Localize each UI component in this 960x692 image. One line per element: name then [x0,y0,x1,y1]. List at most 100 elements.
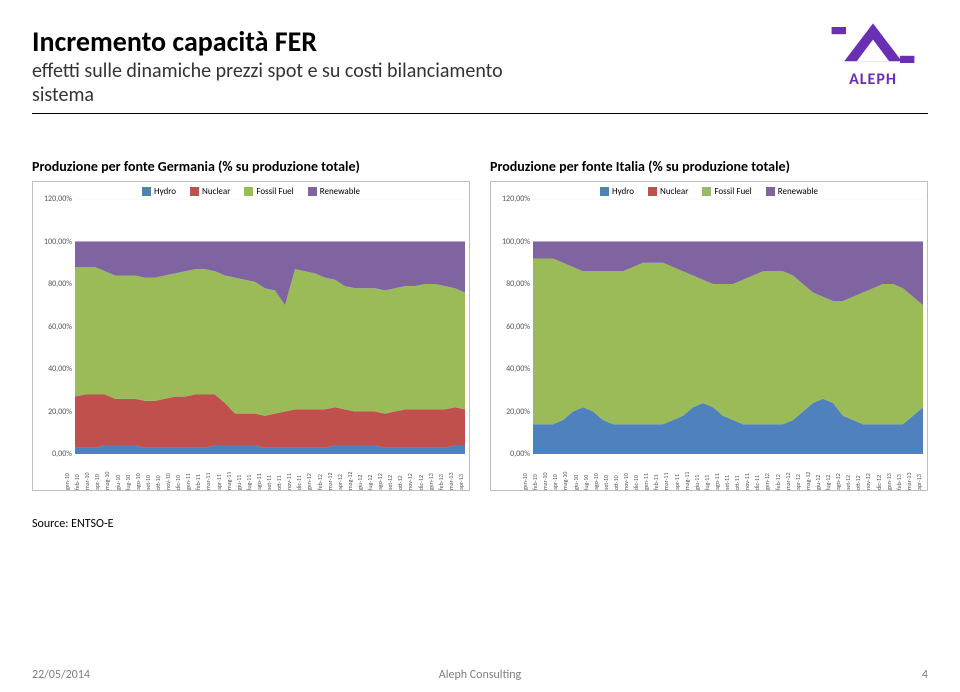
xtick-label: set-11 [723,475,731,490]
xtick-label: nov-10 [622,473,630,490]
xtick-label: mar-12 [326,472,334,490]
xtick-label: ago-11 [713,473,721,490]
page-title: Incremento capacità FER [32,24,788,59]
xtick-label: nov-12 [406,473,414,490]
xtick-label: giu-10 [114,475,122,490]
xtick-label: mar-13 [905,472,913,490]
xtick-label: mag-12 [346,472,354,490]
xtick-label: giu-11 [235,475,243,490]
legend-item-nuclear: Nuclear [648,186,688,197]
ytick-label: 60,00% [48,322,72,332]
legend-item-nuclear: Nuclear [190,186,230,197]
source-label: Source: [32,517,68,531]
ytick-label: 80,00% [506,279,530,289]
xtick-label: mag-11 [683,472,691,490]
chart-italy-legend: Hydro Nuclear Fossil Fuel Renewable [491,182,927,199]
source-line: Source: ENTSO-E [32,517,928,531]
xtick-label: dic-12 [875,475,883,490]
xtick-label: gen-13 [885,473,893,490]
ytick-label: 120,00% [44,194,72,204]
xtick-label: mar-12 [784,472,792,490]
ytick-label: 100,00% [502,237,530,247]
chart-germany-yaxis: 0,00%20,00%40,00%60,00%80,00%100,00%120,… [37,199,75,454]
xtick-label: gen-11 [642,473,650,490]
xtick-label: nov-12 [864,473,872,490]
xtick-label: gen-12 [305,473,313,490]
title-block: Incremento capacità FER effetti sulle di… [32,24,928,107]
xtick-label: feb-13 [895,474,903,490]
chart-germany-legend: HydroNuclearFossil FuelRenewable [33,182,469,199]
footer-date: 22/05/2014 [32,668,90,682]
chart-germany-title: Produzione per fonte Germania (% su prod… [32,158,470,175]
xtick-label: set-12 [386,475,394,490]
xtick-label: feb-12 [316,474,324,490]
legend-item-fossil: Fossil Fuel [702,186,751,197]
footer-page: 4 [922,668,928,682]
chart-italy: Hydro Nuclear Fossil Fuel Renewable 0,00% 20… [490,181,928,491]
xtick-label: gen-11 [184,473,192,490]
chart-germany-plot [75,199,465,454]
xtick-label: dic-11 [295,475,303,490]
xtick-label: apr-10 [93,474,101,490]
xtick-label: ago-12 [834,473,842,490]
legend-swatch-fossil [244,187,253,196]
xtick-label: lug-10 [582,475,590,490]
xtick-label: ott-10 [612,475,620,490]
xtick-label: dic-11 [753,475,761,490]
legend-swatch-nuclear [190,187,199,196]
ytick-label: 0,00% [52,449,72,459]
xtick-label: apr-13 [915,474,923,490]
xtick-label: lug-12 [824,475,832,490]
ytick-label: 0,00% [510,449,530,459]
xtick-label: ago-10 [592,473,600,490]
xtick-label: apr-10 [551,474,559,490]
xtick-label: set-10 [144,475,152,490]
legend-item-renew: Renewable [766,186,818,197]
chart-italy-title: Produzione per fonte Italia (% su produz… [490,158,928,175]
xtick-label: dic-12 [417,475,425,490]
xtick-label: mar-13 [447,472,455,490]
legend-item-hydro: Hydro [142,186,176,197]
source-value: ENTSO-E [71,517,113,531]
brand-logo: ALEPH [818,18,928,89]
xtick-label: lug-10 [124,475,132,490]
xtick-label: mag-11 [225,472,233,490]
xtick-label: gen-12 [763,473,771,490]
xtick-label: ott-12 [854,475,862,490]
xtick-label: apr-11 [215,474,223,490]
xtick-label: dic-10 [174,475,182,490]
xtick-label: ago-11 [255,473,263,490]
legend-item-hydro: Hydro [600,186,634,197]
xtick-label: nov-10 [164,473,172,490]
xtick-label: ott-11 [275,475,283,490]
xtick-label: apr-13 [457,474,465,490]
xtick-label: giu-12 [814,475,822,490]
xtick-label: nov-11 [743,473,751,490]
xtick-label: gen-10 [521,473,529,490]
xtick-label: lug-12 [366,475,374,490]
xtick-label: giu-11 [693,475,701,490]
page-subtitle-1: effetti sulle dinamiche prezzi spot e su… [32,59,788,83]
xtick-label: ott-11 [733,475,741,490]
legend-swatch-nuclear [648,187,657,196]
xtick-label: feb-13 [437,474,445,490]
page-subtitle-2: sistema [32,83,788,107]
xtick-label: ott-10 [154,475,162,490]
xtick-label: mag-10 [103,472,111,490]
xtick-label: mar-11 [204,472,212,490]
legend-item-renew: Renewable [308,186,360,197]
ytick-label: 80,00% [48,279,72,289]
ytick-label: 40,00% [506,364,530,374]
xtick-label: mar-11 [662,472,670,490]
legend-swatch-hydro [600,187,609,196]
xtick-label: gen-10 [63,473,71,490]
xtick-label: ago-10 [134,473,142,490]
ytick-label: 20,00% [506,407,530,417]
slide-footer: 22/05/2014 Aleph Consulting 4 [32,668,928,682]
chart-germany-xaxis: gen-10feb-10mar-10apr-10mag-10giu-10lug-… [71,456,465,490]
xtick-label: feb-11 [194,474,202,490]
ytick-label: 20,00% [48,407,72,417]
xtick-label: feb-10 [531,474,539,490]
xtick-label: lug-11 [703,475,711,490]
xtick-label: giu-10 [572,475,580,490]
